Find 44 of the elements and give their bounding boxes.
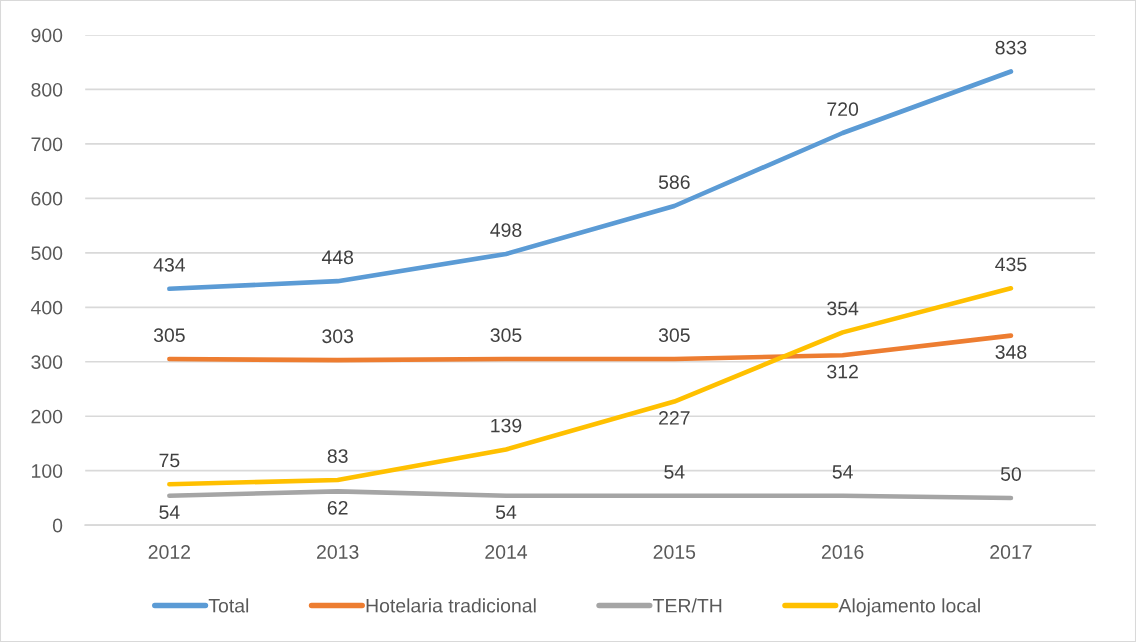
data-label: 312: [827, 364, 858, 379]
x-tick-label: 2016: [821, 545, 864, 559]
data-label: 305: [153, 328, 185, 343]
data-label: 139: [491, 418, 522, 433]
data-label: 448: [321, 250, 354, 265]
y-tick-label: 400: [30, 300, 63, 315]
data-label: 54: [832, 465, 853, 479]
data-label: 83: [327, 449, 348, 463]
data-label: 348: [995, 345, 1027, 359]
x-tick-label: 2017: [990, 545, 1032, 559]
data-label: 354: [827, 301, 859, 316]
data-label: 435: [995, 257, 1027, 272]
data-label: 50: [1000, 467, 1021, 481]
y-tick-label: 100: [32, 464, 63, 478]
y-tick-label: 200: [31, 409, 63, 424]
y-tick-label: 600: [31, 191, 63, 206]
data-label: 434: [153, 258, 186, 272]
legend-label: Alojamento local: [838, 598, 980, 617]
data-label: 54: [664, 465, 685, 479]
y-tick-label: 700: [31, 137, 63, 152]
data-label: 720: [827, 102, 859, 117]
data-label: 498: [490, 223, 522, 237]
legend-label: Total: [208, 598, 249, 613]
data-label: 305: [490, 328, 522, 343]
data-label: 586: [658, 175, 690, 189]
x-tick-label: 2013: [317, 545, 359, 559]
data-label: 227: [659, 411, 690, 425]
y-tick-label: 300: [31, 355, 63, 369]
x-tick-label: 2015: [653, 545, 696, 559]
y-tick-label: 900: [31, 28, 63, 43]
x-tick-label: 2012: [148, 545, 191, 559]
data-label: 303: [322, 329, 354, 344]
data-label: 54: [495, 505, 517, 520]
data-label: 305: [658, 328, 690, 343]
legend-label: TER/TH: [653, 598, 722, 613]
y-tick-label: 800: [31, 82, 63, 97]
data-label: 54: [159, 505, 180, 520]
data-label: 833: [995, 40, 1027, 55]
legend-label: Hotelaria tradicional: [366, 598, 536, 613]
x-tick-label: 2014: [485, 545, 528, 559]
y-tick-label: 500: [31, 246, 63, 261]
data-label: 75: [159, 453, 180, 468]
y-tick-label: 0: [52, 518, 63, 533]
data-label: 62: [327, 500, 348, 515]
